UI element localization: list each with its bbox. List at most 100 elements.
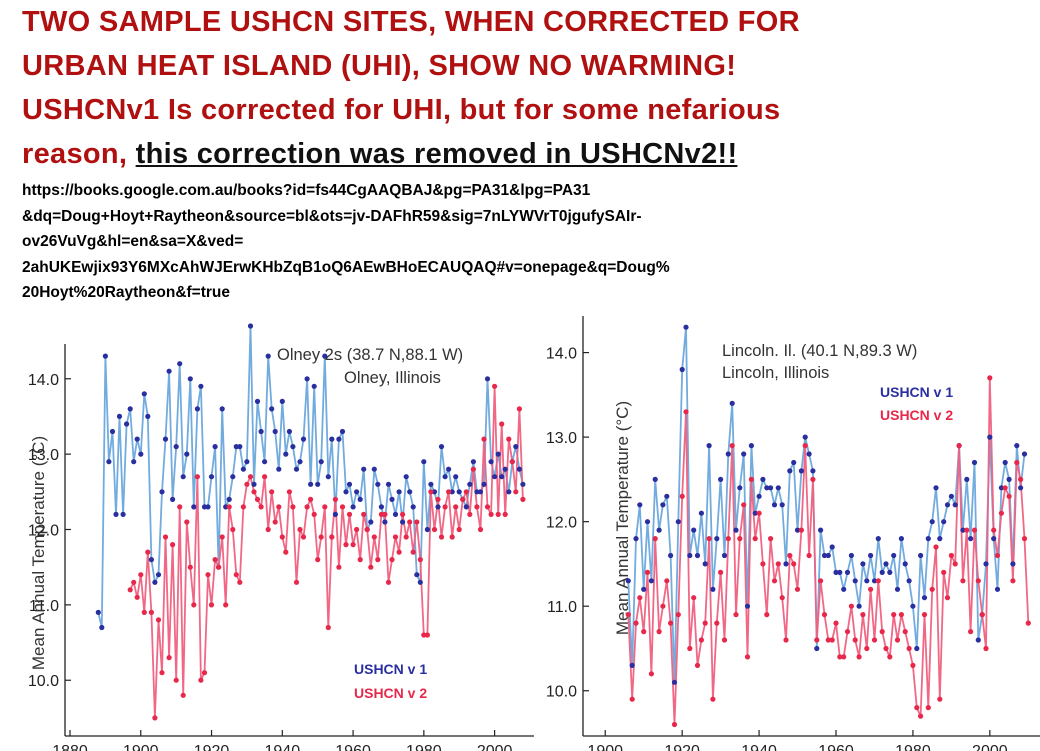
- data-point-ushcn-v1: [141, 391, 147, 397]
- data-point-ushcn-v1: [864, 578, 870, 584]
- data-point-ushcn-v1: [467, 481, 473, 487]
- x-tick-label: 1940: [741, 743, 777, 751]
- data-point-ushcn-v2: [520, 496, 526, 502]
- data-point-ushcn-v2: [283, 549, 289, 555]
- data-point-ushcn-v1: [254, 398, 261, 404]
- data-point-ushcn-v1: [706, 443, 712, 449]
- data-point-ushcn-v1: [752, 510, 758, 516]
- source-url-line-2[interactable]: &dq=Doug+Hoyt+Raytheon&source=bl&ots=jv-…: [22, 207, 642, 225]
- data-point-ushcn-v2: [733, 612, 739, 618]
- data-point-ushcn-v2: [860, 612, 866, 618]
- data-point-ushcn-v2: [219, 534, 225, 540]
- data-point-ushcn-v2: [791, 561, 797, 567]
- data-point-ushcn-v1: [656, 527, 662, 533]
- data-point-ushcn-v1: [641, 586, 647, 592]
- data-point-ushcn-v2: [864, 645, 870, 652]
- data-point-ushcn-v2: [286, 489, 292, 495]
- chart-subtitle: Olney, Illinois: [344, 369, 441, 387]
- data-point-ushcn-v1: [276, 466, 282, 472]
- data-point-ushcn-v2: [771, 578, 778, 584]
- headline: TWO SAMPLE USHCN SITES, WHEN CORRECTED F…: [22, 0, 1032, 176]
- data-point-ushcn-v2: [410, 549, 416, 555]
- source-url[interactable]: https://books.google.com.au/books?id=fs4…: [22, 178, 1032, 306]
- data-point-ushcn-v1: [226, 496, 232, 502]
- data-point-ushcn-v2: [446, 489, 452, 495]
- data-point-ushcn-v1: [385, 481, 392, 487]
- data-point-ushcn-v1: [991, 536, 997, 542]
- data-point-ushcn-v1: [477, 489, 484, 495]
- data-point-ushcn-v1: [116, 413, 123, 419]
- data-point-ushcn-v1: [729, 400, 735, 406]
- data-point-ushcn-v1: [297, 459, 303, 465]
- data-point-ushcn-v2: [960, 578, 966, 584]
- data-point-ushcn-v1: [760, 476, 766, 482]
- data-point-ushcn-v1: [300, 436, 307, 442]
- data-point-ushcn-v2: [364, 526, 370, 533]
- data-point-ushcn-v1: [396, 489, 402, 495]
- data-point-ushcn-v2: [879, 629, 885, 635]
- data-point-ushcn-v2: [389, 557, 395, 563]
- headline-line-1: TWO SAMPLE USHCN SITES, WHEN CORRECTED F…: [22, 6, 800, 38]
- data-point-ushcn-v1: [691, 527, 697, 533]
- data-point-ushcn-v1: [371, 466, 377, 472]
- legend-entry-ushcn-v1: USHCN v 1: [354, 661, 427, 677]
- data-point-ushcn-v1: [844, 569, 851, 575]
- series-line-ushcn-v2: [129, 385, 524, 719]
- data-point-ushcn-v2: [251, 489, 257, 495]
- x-tick-label: 2000: [477, 743, 513, 751]
- data-point-ushcn-v1: [343, 489, 349, 495]
- data-point-ushcn-v1: [474, 489, 480, 495]
- data-point-ushcn-v1: [293, 466, 300, 472]
- data-point-ushcn-v2: [431, 526, 438, 533]
- data-point-ushcn-v2: [254, 496, 261, 502]
- source-url-line-1[interactable]: https://books.google.com.au/books?id=fs4…: [22, 182, 591, 199]
- data-point-ushcn-v1: [463, 504, 469, 510]
- data-point-ushcn-v2: [906, 645, 912, 652]
- data-point-ushcn-v1: [671, 679, 678, 685]
- data-point-ushcn-v2: [833, 620, 839, 626]
- data-point-ushcn-v1: [95, 609, 101, 615]
- data-point-ushcn-v2: [442, 504, 448, 510]
- data-point-ushcn-v1: [272, 428, 278, 435]
- data-point-ushcn-v1: [1018, 485, 1024, 491]
- data-point-ushcn-v2: [177, 504, 183, 510]
- data-point-ushcn-v1: [208, 474, 215, 480]
- data-point-ushcn-v1: [456, 489, 462, 495]
- data-point-ushcn-v1: [687, 552, 693, 559]
- data-point-ushcn-v2: [237, 579, 243, 585]
- data-point-ushcn-v2: [506, 436, 512, 442]
- data-point-ushcn-v2: [492, 383, 498, 389]
- source-url-line-5[interactable]: 20Hoyt%20Raytheon&f=true: [22, 284, 231, 301]
- data-point-ushcn-v1: [155, 572, 162, 578]
- data-point-ushcn-v1: [941, 519, 947, 525]
- data-point-ushcn-v1: [721, 552, 728, 559]
- data-point-ushcn-v2: [825, 637, 831, 643]
- data-point-ushcn-v1: [329, 436, 335, 442]
- data-point-ushcn-v1: [400, 519, 406, 525]
- data-point-ushcn-v2: [887, 654, 893, 660]
- data-point-ushcn-v1: [251, 481, 257, 487]
- data-point-ushcn-v2: [679, 493, 685, 499]
- data-point-ushcn-v2: [148, 609, 154, 615]
- data-point-ushcn-v2: [741, 502, 747, 508]
- source-url-line-4[interactable]: 2ahUKEwjix93Y6MXcAhWJErwKHbZqB1oQ6AEwBHo…: [22, 258, 670, 276]
- data-point-ushcn-v1: [629, 662, 635, 668]
- data-point-ushcn-v1: [407, 489, 413, 495]
- data-point-ushcn-v2: [155, 617, 162, 623]
- data-point-ushcn-v2: [477, 526, 484, 533]
- source-url-line-3[interactable]: ov26VuVg&hl=en&sa=X&ved=: [22, 233, 244, 250]
- data-point-ushcn-v2: [875, 578, 881, 584]
- data-point-ushcn-v2: [453, 504, 459, 510]
- data-point-ushcn-v2: [694, 662, 701, 668]
- data-point-ushcn-v1: [120, 511, 126, 517]
- data-point-ushcn-v2: [159, 670, 165, 676]
- data-point-ushcn-v1: [484, 376, 491, 382]
- data-point-ushcn-v2: [361, 511, 367, 517]
- data-point-ushcn-v2: [421, 632, 427, 638]
- data-point-ushcn-v2: [764, 612, 770, 618]
- data-point-ushcn-v1: [470, 459, 476, 465]
- data-point-ushcn-v2: [975, 578, 981, 584]
- data-point-ushcn-v2: [956, 443, 962, 449]
- y-tick-label: 14.0: [28, 372, 59, 389]
- data-point-ushcn-v2: [898, 612, 904, 618]
